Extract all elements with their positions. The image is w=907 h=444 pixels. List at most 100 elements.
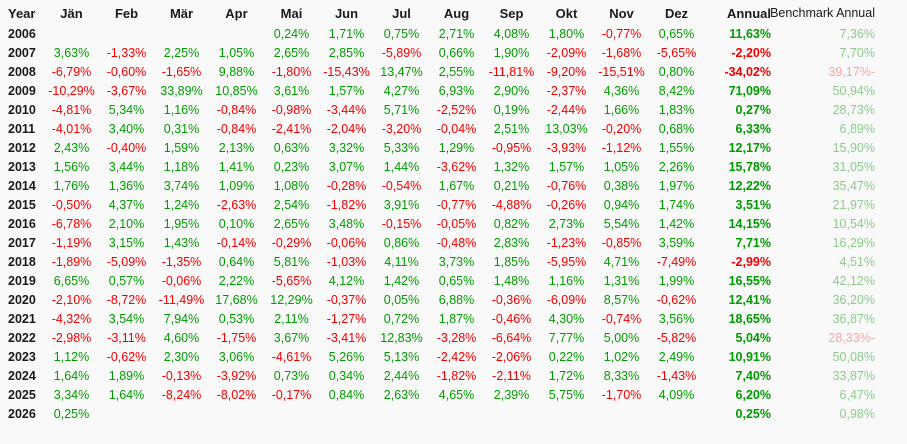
table-row: 2014 1,76% 1,36% 3,74% 1,09% 1,08% -0,28% -0,54… (0, 176, 907, 195)
monthly-return-cell: 3,44% (108, 159, 145, 174)
monthly-return-cell: 2,85% (328, 45, 365, 60)
monthly-return-cell: 1,18% (163, 159, 200, 174)
monthly-return-cell: -2,42% (436, 349, 477, 364)
monthly-return-cell: -2,52% (436, 102, 477, 117)
monthly-return-cell: -3,67% (106, 83, 147, 98)
monthly-return-cell: 4,11% (384, 254, 419, 269)
monthly-return-cell: 1,95% (163, 216, 200, 231)
monthly-return-cell: -0,28% (326, 178, 367, 193)
monthly-return-cell: -4,81% (51, 102, 92, 117)
benchmark-annual-cell: 50,08% (832, 349, 875, 364)
monthly-return-cell: 1,16% (548, 273, 585, 288)
monthly-return-cell: -1,43% (656, 368, 697, 383)
year-cell: 2013 (8, 159, 36, 174)
monthly-return-cell: 0,65% (438, 273, 475, 288)
year-cell: 2015 (8, 197, 36, 212)
monthly-return-cell: -0,13% (161, 368, 202, 383)
monthly-return-cell: 0,72% (383, 311, 420, 326)
monthly-return-cell: 8,42% (658, 83, 695, 98)
monthly-return-cell: 10,85% (215, 83, 258, 98)
monthly-return-cell: 4,71% (603, 254, 640, 269)
year-cell: 2011 (8, 121, 36, 136)
monthly-return-cell (374, 404, 429, 423)
column-header-month: Mär (169, 5, 194, 21)
monthly-return-cell: 1,08% (273, 178, 310, 193)
monthly-return-cell: 8,57% (603, 292, 640, 307)
monthly-return-cell: -0,85% (601, 235, 642, 250)
monthly-return-cell: 0,68% (658, 121, 695, 136)
column-header-month: Jun (334, 5, 359, 21)
monthly-return-cell: -0,98% (271, 102, 312, 117)
monthly-return-cell: 0,05% (383, 292, 420, 307)
monthly-return-cell: 9,88% (218, 64, 255, 79)
table-row: 2026 0,25% 0,25% 0,98% (0, 404, 907, 423)
monthly-return-cell: 5,26% (328, 349, 365, 364)
monthly-return-cell: 3,73% (438, 254, 475, 269)
year-cell: 2006 (8, 26, 36, 41)
monthly-return-cell: -9,20% (546, 64, 587, 79)
annual-return-cell: 71,09% (728, 83, 771, 98)
monthly-return-cell: -3,44% (326, 102, 367, 117)
monthly-return-cell: 1,24% (163, 197, 200, 212)
monthly-return-cell: 17,68% (215, 292, 258, 307)
monthly-return-cell: 1,02% (603, 349, 640, 364)
monthly-return-cell: -0,84% (216, 121, 257, 136)
annual-return-cell: 6,20% (735, 387, 771, 402)
benchmark-annual-cell: 6,89% (839, 121, 875, 136)
monthly-return-cell (154, 404, 209, 423)
monthly-return-cell: 3,48% (328, 216, 365, 231)
column-header-month: Dez (664, 5, 689, 21)
monthly-return-cell: -0,06% (326, 235, 367, 250)
monthly-return-cell: 2,73% (548, 216, 585, 231)
table-row: 2021 -4,32% 3,54% 7,94% 0,53% 2,11% -1,27% 0,72… (0, 309, 907, 328)
monthly-return-cell: -3,93% (546, 140, 587, 155)
monthly-return-cell: 1,89% (108, 368, 145, 383)
monthly-return-cell: 5,71% (383, 102, 420, 117)
table-row: 2012 2,43% -0,40% 1,59% 2,13% 0,63% 3,32% 5,33%… (0, 138, 907, 157)
year-cell: 2018 (8, 254, 36, 269)
benchmark-annual-cell: -39,17% (828, 64, 875, 79)
annual-return-cell: 6,33% (735, 121, 771, 136)
monthly-return-cell: 3,63% (53, 45, 90, 60)
benchmark-annual-cell: 28,73% (832, 102, 875, 117)
monthly-return-cell: 1,43% (163, 235, 200, 250)
benchmark-annual-cell: 33,87% (832, 368, 875, 383)
monthly-return-cell: 3,54% (108, 311, 145, 326)
monthly-return-cell: -0,46% (491, 311, 532, 326)
year-cell: 2022 (8, 330, 36, 345)
monthly-return-cell: -0,48% (436, 235, 477, 250)
table-row: 2016 -6,78% 2,10% 1,95% 0,10% 2,65% 3,48% -0,15… (0, 214, 907, 233)
benchmark-annual-cell: 36,87% (832, 311, 875, 326)
monthly-return-cell: -11,49% (158, 292, 205, 307)
monthly-return-cell: 6,93% (438, 83, 475, 98)
monthly-return-cell: -15,43% (323, 64, 370, 79)
annual-return-cell: 12,22% (728, 178, 771, 193)
monthly-return-cell (44, 24, 99, 43)
benchmark-annual-cell: 21,97% (832, 197, 875, 212)
monthly-return-cell: -0,62% (106, 349, 147, 364)
monthly-return-cell: 0,82% (493, 216, 530, 231)
monthly-return-cell: -3,20% (381, 121, 422, 136)
monthly-return-cell: 3,74% (163, 178, 200, 193)
monthly-return-cell: -2,06% (491, 349, 532, 364)
column-header-annual: Annual (726, 5, 771, 21)
year-cell: 2012 (8, 140, 36, 155)
monthly-return-cell: -0,20% (601, 121, 642, 136)
monthly-return-cell: -2,98% (51, 330, 92, 345)
table-row: 2020 -2,10% -8,72% -11,49% 17,68% 12,29% -0,37… (0, 290, 907, 309)
monthly-return-cell: -8,24% (161, 387, 202, 402)
monthly-return-cell: 1,31% (603, 273, 640, 288)
monthly-return-cell: 1,29% (438, 140, 475, 155)
table-row: 2009 -10,29% -3,67% 33,89% 10,85% 3,61% 1,57% 4… (0, 81, 907, 100)
column-header-month: Jul (392, 5, 411, 21)
monthly-return-cell: -1,82% (436, 368, 477, 383)
monthly-return-cell: -1,75% (216, 330, 257, 345)
monthly-return-cell: 3,15% (108, 235, 145, 250)
monthly-return-cell: 2,83% (493, 235, 530, 250)
year-cell: 2016 (8, 216, 36, 231)
monthly-return-cell: 0,21% (493, 178, 530, 193)
monthly-return-cell: 2,22% (218, 273, 255, 288)
monthly-return-cell: -1,80% (271, 64, 312, 79)
monthly-return-cell: 2,65% (273, 216, 310, 231)
table-row: 2018 -1,89% -5,09% -1,35% 0,64% 5,81% -1,03% 4,… (0, 252, 907, 271)
